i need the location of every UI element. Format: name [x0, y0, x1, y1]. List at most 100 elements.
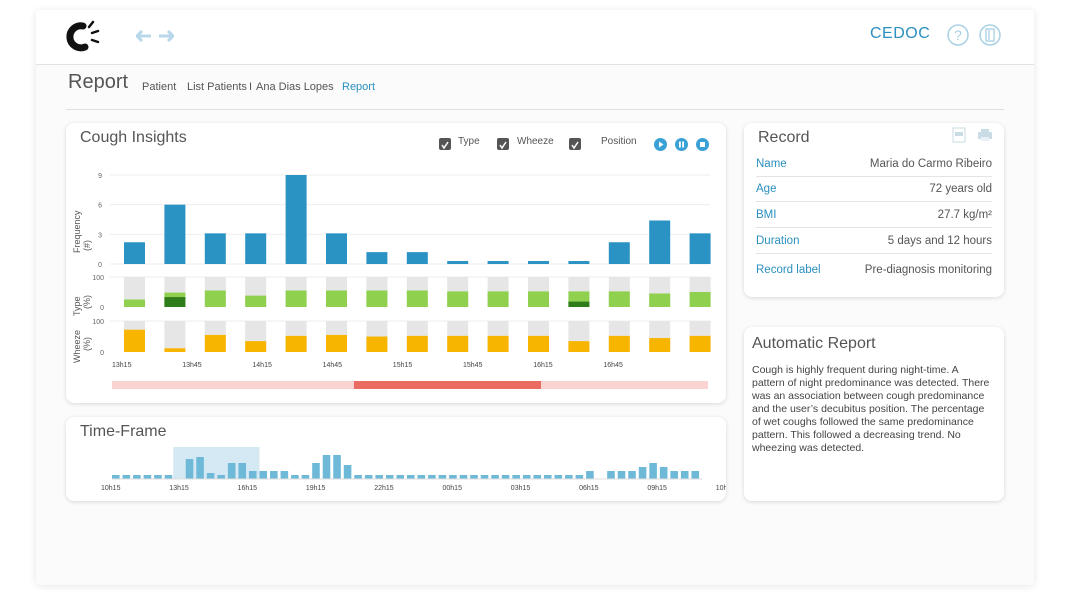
time-frame-bar [438, 475, 447, 479]
type-bar-dry [285, 290, 307, 307]
record-row-label: Record label Pre-diagnosis monitoring [756, 258, 992, 282]
time-frame-bar [586, 471, 594, 479]
frequency-axis-label: Frequency [72, 210, 82, 253]
time-frame-bar [459, 475, 468, 479]
type-bar-dry [245, 295, 267, 307]
time-frame-bar [312, 463, 320, 479]
wheeze-bar [164, 348, 186, 352]
print-icon[interactable] [977, 128, 993, 142]
frequency-tick-label: 3 [98, 232, 102, 239]
x-tick-label: 14h15 [252, 362, 272, 369]
time-frame-tick-label: 03h15 [511, 485, 531, 492]
time-frame-bar [659, 467, 668, 479]
type-bar-dry [124, 299, 145, 307]
record-value: 27.7 kg/m² [937, 209, 992, 221]
time-frame-bar [154, 475, 162, 479]
type-tick-label: 100 [92, 275, 104, 282]
wheeze-tick-label: 0 [100, 350, 104, 357]
time-frame-bar [670, 471, 678, 479]
frequency-bar [689, 233, 711, 264]
type-bar-dry [649, 293, 671, 307]
type-bar-dry [447, 291, 469, 307]
time-frame-tick-label: 22h15 [374, 485, 394, 492]
x-tick-label: 14h45 [323, 362, 343, 369]
forward-arrow-icon[interactable] [158, 30, 174, 42]
time-frame-tick-label: 13h15 [169, 485, 189, 492]
x-tick-label: 15h45 [463, 362, 483, 369]
breadcrumb-patient[interactable]: Patient [142, 81, 177, 93]
time-frame-bar [343, 465, 352, 479]
record-row-age: Age 72 years old [756, 177, 992, 202]
org-name: CEDOC [870, 25, 931, 42]
cough-insights-title: Cough Insights [80, 129, 187, 146]
time-frame-bar [649, 463, 657, 479]
record-row-name: Name Maria do Carmo Ribeiro [756, 152, 992, 177]
time-frame-bar [533, 475, 542, 479]
cough-insights-chart: Frequency (#) Type (%) Wheeze (%) 0 3 6 9 0 1… [72, 173, 711, 389]
frequency-bar [406, 252, 428, 264]
type-bar-dry [326, 290, 347, 307]
time-frame-title: Time-Frame [80, 423, 167, 440]
time-frame-tick-label: 10h15 [716, 485, 726, 492]
x-tick-label: 16h15 [533, 362, 553, 369]
breadcrumb-patient-name[interactable]: Ana Dias Lopes [256, 81, 334, 93]
time-frame-bar [628, 471, 636, 479]
logo-icon[interactable] [62, 20, 102, 54]
breadcrumb-list-patients[interactable]: List Patients [187, 81, 247, 93]
frequency-bar [204, 233, 226, 264]
type-bar-wet [164, 297, 186, 307]
svg-text:?: ? [954, 27, 962, 43]
frequency-bar [366, 252, 388, 264]
wheeze-checkbox[interactable] [497, 138, 509, 150]
time-frame-bar [680, 471, 689, 479]
frequency-bar [245, 233, 267, 264]
play-button[interactable] [654, 138, 667, 151]
frequency-bar [528, 261, 549, 264]
pause-button[interactable] [675, 138, 688, 151]
time-frame-tick-label: 19h15 [306, 485, 326, 492]
frequency-bar [124, 242, 145, 264]
record-row-duration: Duration 5 days and 12 hours [756, 229, 992, 254]
time-frame-bar [385, 475, 394, 479]
frequency-axis-unit: (#) [82, 240, 92, 251]
type-axis-unit: (%) [82, 295, 92, 309]
wheeze-bar [406, 335, 428, 352]
top-bar: CEDOC ? [36, 10, 1034, 65]
type-tick-label: 0 [100, 305, 104, 312]
time-frame-bar [470, 475, 478, 479]
position-checkbox[interactable] [569, 138, 581, 150]
type-bar-dry [528, 291, 549, 307]
time-frame-tick-label: 06h15 [579, 485, 599, 492]
pdf-icon[interactable] [951, 127, 967, 143]
breadcrumb-report[interactable]: Report [342, 81, 376, 93]
time-frame-card: Time-Frame 10h15 13h15 16h15 19h15 22h15 00h1… [66, 417, 726, 501]
wheeze-bar-background [164, 321, 186, 352]
time-frame-bar [354, 475, 362, 479]
time-frame-bar [112, 475, 120, 479]
time-frame-tick-label: 09h15 [647, 485, 667, 492]
time-frame-bar [691, 471, 700, 479]
type-axis-label: Type [72, 296, 82, 316]
frequency-tick-label: 6 [98, 203, 102, 210]
record-value: 72 years old [929, 183, 992, 195]
time-frame-bar [396, 475, 405, 479]
type-bar-dry [406, 290, 428, 307]
stop-button[interactable] [696, 138, 709, 151]
time-frame-bar [364, 475, 373, 479]
time-frame-bar [428, 475, 436, 479]
time-frame-chart[interactable]: 10h15 13h15 16h15 19h15 22h15 00h15 03h15 06h15… [66, 417, 726, 501]
time-frame-bar [259, 471, 268, 479]
back-arrow-icon[interactable] [136, 30, 152, 42]
time-frame-bar [185, 459, 194, 479]
wheeze-bar [366, 336, 388, 352]
wheeze-bar [528, 335, 549, 352]
logout-icon[interactable] [979, 24, 1001, 46]
time-frame-tick-label: 10h15 [101, 485, 121, 492]
type-checkbox[interactable] [439, 138, 451, 150]
wheeze-bar [487, 335, 509, 352]
timeline-highlight [354, 381, 541, 389]
help-icon[interactable]: ? [947, 24, 969, 46]
record-value: Pre-diagnosis monitoring [864, 264, 992, 276]
automatic-report-title: Automatic Report [752, 335, 876, 352]
record-key: Record label [756, 264, 821, 276]
